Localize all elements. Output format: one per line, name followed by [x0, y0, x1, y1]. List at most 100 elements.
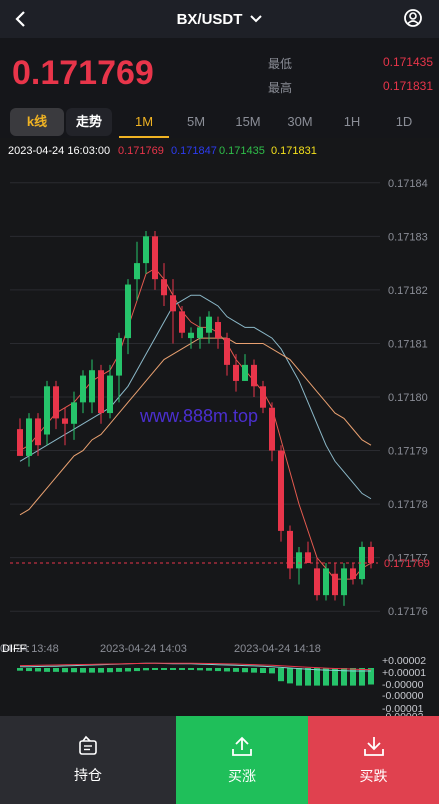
- wallet-icon: [79, 735, 97, 755]
- chart-timestamp: 2023-04-24 16:03:00: [8, 145, 110, 157]
- candle-body: [341, 568, 347, 596]
- timeframe-15m[interactable]: 15M: [235, 114, 261, 129]
- macd-bar: [224, 668, 230, 672]
- macd-bar: [188, 668, 194, 670]
- candle-body: [134, 263, 140, 280]
- candle-body: [89, 370, 95, 403]
- candle-body: [53, 386, 59, 419]
- candle-body: [179, 311, 185, 333]
- macd-bar: [170, 668, 176, 670]
- macd-bar: [17, 668, 23, 671]
- candle-body: [188, 332, 194, 339]
- macd-bar: [35, 668, 41, 672]
- candle-body: [62, 418, 68, 424]
- macd-y-tick: +0.00001: [382, 667, 426, 679]
- info-value-close: 0.171769: [118, 145, 164, 157]
- candle-body: [314, 568, 320, 596]
- candle-body: [242, 364, 248, 381]
- candle-body: [17, 429, 23, 456]
- macd-y-tick: +0.00002: [382, 655, 426, 667]
- macd-bar: [89, 668, 95, 673]
- macd-bar: [350, 668, 356, 686]
- candle-body: [197, 327, 203, 339]
- macd-bar: [260, 668, 266, 674]
- macd-bar: [107, 668, 113, 673]
- macd-bar: [71, 668, 77, 673]
- candle-body: [260, 386, 266, 408]
- positions-label: 持仓: [74, 767, 102, 783]
- x-tick-label: 04-24 13:48: [0, 643, 59, 655]
- macd-bar: [134, 668, 140, 672]
- macd-y-tick: -0.00002: [382, 711, 424, 716]
- macd-bar: [98, 668, 104, 673]
- y-tick-label: 0.17183: [388, 231, 428, 243]
- macd-bar: [314, 668, 320, 686]
- candle-body: [206, 316, 212, 333]
- buy-up-button[interactable]: 买涨: [176, 716, 308, 804]
- candle-body: [143, 236, 149, 264]
- tab-kline[interactable]: k线: [10, 108, 64, 136]
- chevron-left-icon[interactable]: [10, 8, 32, 30]
- macd-bar: [44, 668, 50, 672]
- macd-bar: [269, 668, 275, 674]
- timeframe-1h[interactable]: 1H: [343, 114, 361, 129]
- y-tick-label: 0.17182: [388, 285, 428, 297]
- macd-y-tick: -0.00001: [382, 703, 424, 715]
- candle-body: [359, 546, 365, 580]
- candle-body: [71, 402, 77, 424]
- y-tick-label: 0.17184: [388, 178, 428, 190]
- x-tick-label: 2023-04-24 14:18: [234, 643, 321, 655]
- candle-body: [107, 375, 113, 414]
- timeframe-1d[interactable]: 1D: [395, 114, 413, 129]
- macd-bar: [359, 668, 365, 686]
- y-tick-label: 0.17178: [388, 499, 428, 511]
- candle-body: [350, 568, 356, 580]
- bottom-action-bar: 持仓 买涨 买跌: [0, 716, 439, 804]
- y-tick-label: 0.17181: [388, 338, 428, 350]
- price-summary: 0.171769 最低 0.171435 最高 0.171831: [0, 38, 439, 106]
- download-arrow-icon: [363, 737, 384, 756]
- macd-bar: [368, 668, 374, 685]
- tab-trend[interactable]: 走势: [66, 108, 112, 136]
- candle-body: [170, 295, 176, 312]
- kline-chart[interactable]: 2023-04-24 16:03:00 0.171769 0.171847 0.…: [0, 138, 439, 716]
- x-tick-label: 2023-04-24 14:03: [100, 643, 187, 655]
- current-price-tag: 0.171769: [384, 558, 430, 570]
- moving-average-line: [19, 294, 372, 500]
- chart-tabs: k线 走势 1M 5M 15M 30M 1H 1D: [0, 106, 439, 138]
- positions-button[interactable]: 持仓: [0, 716, 176, 804]
- candle-body: [251, 364, 257, 387]
- top-bar: BX/USDT: [0, 0, 439, 38]
- low-value: 0.171435: [382, 55, 433, 69]
- macd-bar: [215, 668, 221, 672]
- macd-bar: [53, 668, 59, 672]
- chart-canvas[interactable]: 2023-04-24 16:03:00 0.171769 0.171847 0.…: [0, 138, 439, 716]
- timeframe-1m[interactable]: 1M: [119, 106, 169, 138]
- candle-body: [368, 546, 374, 564]
- buy-down-button[interactable]: 买跌: [308, 716, 439, 804]
- timeframe-30m[interactable]: 30M: [287, 114, 313, 129]
- current-price: 0.171769: [12, 54, 154, 92]
- info-value-high: 0.171831: [271, 145, 317, 157]
- candle-body: [80, 375, 86, 403]
- macd-bar: [287, 668, 293, 684]
- timeframe-5m[interactable]: 5M: [186, 114, 206, 129]
- macd-bar: [251, 668, 257, 673]
- macd-bar: [179, 668, 185, 670]
- candle-body: [35, 418, 41, 446]
- pair-selector[interactable]: BX/USDT: [177, 11, 263, 28]
- low-label: 最低: [268, 57, 293, 71]
- user-circle-icon[interactable]: [403, 8, 423, 28]
- candle-body: [278, 450, 284, 531]
- candle-body: [287, 530, 293, 569]
- candle-body: [296, 552, 302, 569]
- buy-down-label: 买跌: [359, 768, 388, 784]
- macd-bar: [161, 668, 167, 670]
- candle-body: [152, 236, 158, 280]
- y-tick-label: 0.17179: [388, 446, 428, 458]
- candle-body: [26, 418, 32, 456]
- candle-body: [116, 338, 122, 376]
- candle-body: [224, 338, 230, 365]
- candle-body: [44, 386, 50, 435]
- candle-body: [215, 322, 221, 339]
